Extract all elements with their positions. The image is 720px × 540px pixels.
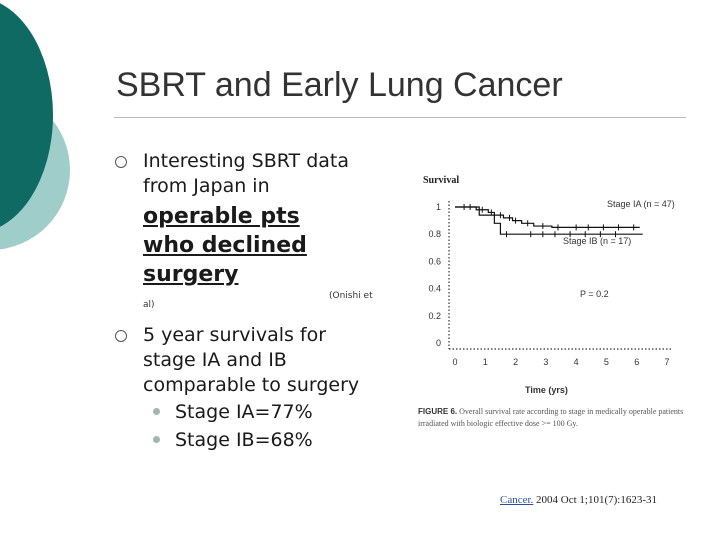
slide-title: SBRT and Early Lung Cancer xyxy=(116,66,563,104)
citation: Cancer. 2004 Oct 1;101(7):1623-31 xyxy=(500,494,657,506)
bullet1-emphasis-line3: surgery xyxy=(143,262,239,287)
sub-bullet-stage-ia: Stage IA=77% xyxy=(175,401,313,423)
survival-chart: Survival 0 0.2 0.4 0.6 0.8 1 0 1 2 3 4 5 6 7 Stage IA… xyxy=(423,175,675,395)
legend-stage-ia: Stage IA (n = 47) xyxy=(607,199,675,209)
x-tick-label: 6 xyxy=(634,357,639,367)
x-axis-label: Time (yrs) xyxy=(525,385,568,395)
reference-part1: (Onishi et xyxy=(329,291,373,301)
bullet1-emphasis-line1: operable pts xyxy=(143,204,300,229)
decorative-circles xyxy=(0,3,70,250)
sub-bullet-marker xyxy=(153,408,160,415)
bullet2-line3: comparable to surgery xyxy=(143,374,360,396)
citation-details: 2004 Oct 1;101(7):1623-31 xyxy=(536,494,658,506)
chart-curves xyxy=(455,204,643,238)
chart-axes xyxy=(448,201,671,350)
citation-link[interactable]: Cancer. xyxy=(500,494,534,506)
survival-curve-series-1 xyxy=(455,206,640,228)
x-tick-label: 4 xyxy=(574,357,579,367)
sub-bullet-marker xyxy=(153,436,160,443)
x-tick-label: 5 xyxy=(604,357,609,367)
sub-bullet-stage-ib: Stage IB=68% xyxy=(175,429,313,451)
y-tick-label: 0.6 xyxy=(428,256,441,266)
x-tick-label: 7 xyxy=(664,357,669,367)
figure-caption: FIGURE 6. Overall survival rate accordin… xyxy=(418,406,703,430)
x-tick-label: 3 xyxy=(543,357,548,367)
title-divider xyxy=(114,117,686,118)
survival-curve-series-2 xyxy=(455,206,643,235)
bullet2-line1: 5 year survivals for xyxy=(143,324,327,346)
bullet1-line2: from Japan in xyxy=(143,175,270,197)
y-tick-label: 0.2 xyxy=(428,311,441,321)
legend-stage-ib: Stage IB (n = 17) xyxy=(563,236,631,246)
bullet-marker xyxy=(115,156,127,168)
y-tick-label: 1 xyxy=(436,202,441,212)
bullet1-emphasis-line2: who declined xyxy=(143,233,307,258)
bullet2-line2: stage IA and IB xyxy=(143,349,287,371)
p-value-annotation: P = 0.2 xyxy=(580,289,609,299)
dark-teal-circle xyxy=(0,3,53,227)
y-tick-label: 0.4 xyxy=(428,284,441,294)
reference-part2: al) xyxy=(143,300,155,310)
caption-label: FIGURE 6. xyxy=(418,407,458,416)
x-tick-label: 2 xyxy=(513,357,518,367)
y-tick-label: 0 xyxy=(436,338,441,348)
x-tick-label: 1 xyxy=(483,357,488,367)
y-tick-label: 0.8 xyxy=(428,229,441,239)
x-tick-label: 0 xyxy=(452,357,457,367)
caption-text: Overall survival rate according to stage… xyxy=(418,407,684,428)
bullet1-line1: Interesting SBRT data xyxy=(143,150,349,172)
bullet-marker xyxy=(115,330,127,342)
chart-title: Survival xyxy=(423,175,459,186)
chart-ticks: 0 0.2 0.4 0.6 0.8 1 0 1 2 3 4 5 6 7 xyxy=(428,202,669,367)
